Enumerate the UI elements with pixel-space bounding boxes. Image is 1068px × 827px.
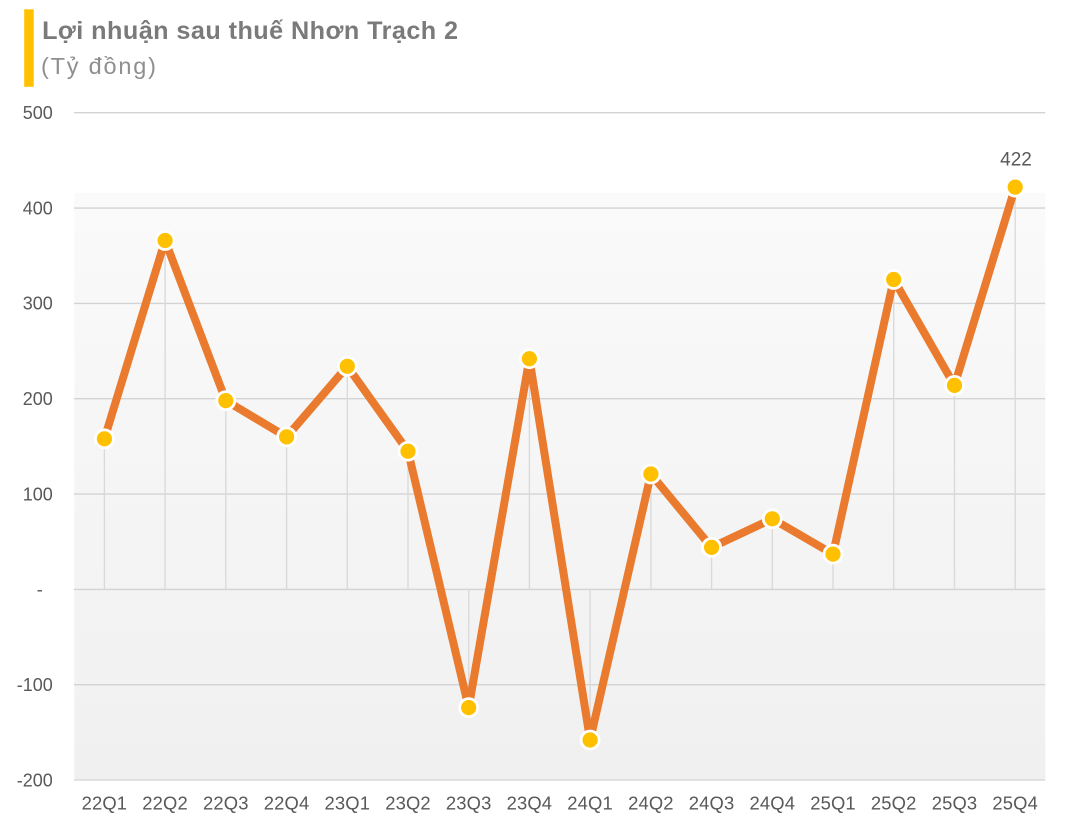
svg-text:300: 300 [23, 294, 53, 314]
svg-text:24Q3: 24Q3 [689, 793, 735, 814]
svg-text:Lợi nhuận sau thuế Nhơn Trạch: Lợi nhuận sau thuế Nhơn Trạch 2 [42, 17, 458, 45]
svg-text:-: - [37, 580, 43, 600]
svg-text:24Q1: 24Q1 [567, 793, 613, 814]
svg-text:422: 422 [1000, 149, 1032, 170]
svg-text:22Q3: 22Q3 [203, 793, 249, 814]
svg-text:23Q2: 23Q2 [385, 793, 431, 814]
svg-text:25Q1: 25Q1 [810, 793, 856, 814]
svg-text:22Q2: 22Q2 [142, 793, 188, 814]
svg-text:200: 200 [23, 389, 53, 409]
svg-text:23Q1: 23Q1 [325, 793, 371, 814]
svg-text:25Q2: 25Q2 [871, 793, 917, 814]
svg-text:400: 400 [23, 198, 53, 218]
svg-text:25Q3: 25Q3 [932, 793, 978, 814]
svg-text:22Q4: 22Q4 [264, 793, 310, 814]
svg-text:-200: -200 [17, 770, 53, 790]
svg-text:24Q4: 24Q4 [750, 793, 796, 814]
svg-text:-100: -100 [17, 675, 53, 695]
svg-text:(Tỷ đồng): (Tỷ đồng) [41, 53, 158, 79]
svg-text:22Q1: 22Q1 [82, 793, 128, 814]
svg-text:100: 100 [23, 484, 53, 504]
svg-text:24Q2: 24Q2 [628, 793, 674, 814]
svg-text:25Q4: 25Q4 [992, 793, 1038, 814]
svg-text:23Q3: 23Q3 [446, 793, 492, 814]
svg-text:23Q4: 23Q4 [507, 793, 553, 814]
svg-text:500: 500 [23, 103, 53, 123]
